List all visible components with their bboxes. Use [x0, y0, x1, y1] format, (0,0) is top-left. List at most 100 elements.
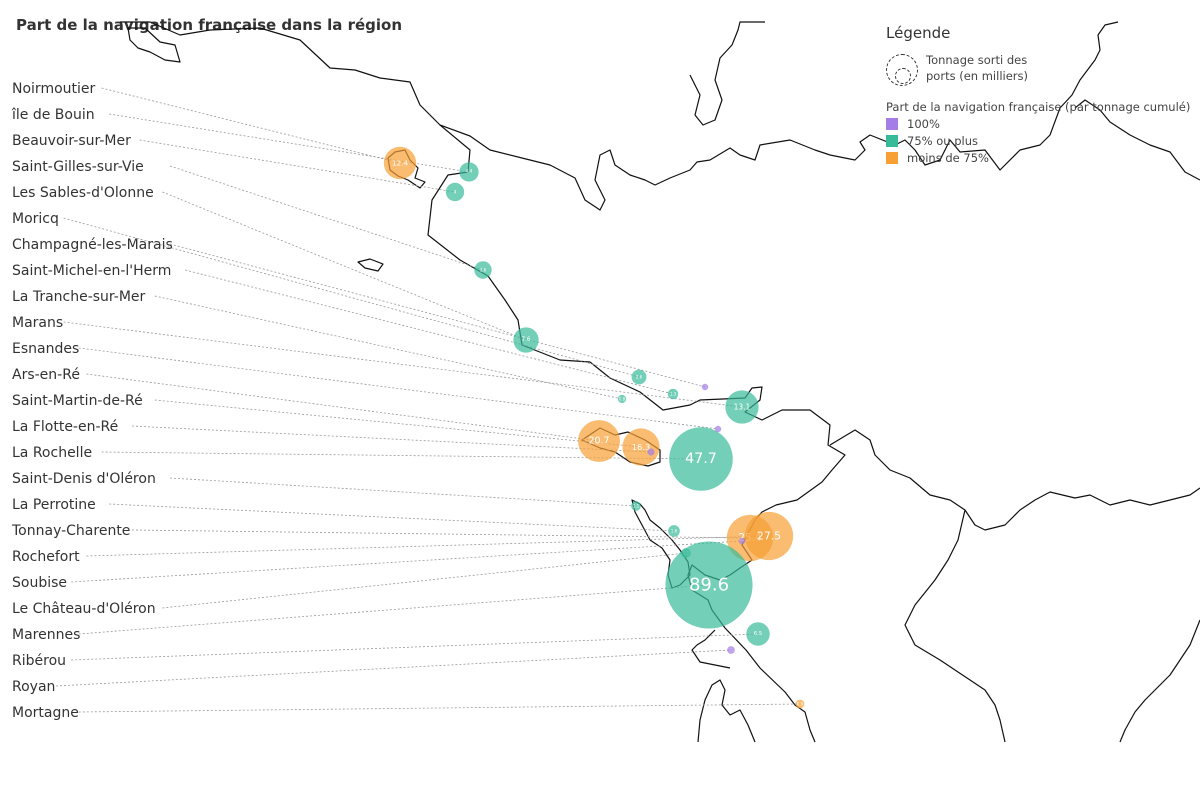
bubble-value-marennes: 89.6	[689, 575, 729, 596]
legend-size-circle-small	[895, 68, 911, 84]
port-bubble-la-tranche-sur-mer[interactable]	[617, 394, 627, 404]
legend-size-circle-large	[886, 54, 918, 86]
leader-line-mortagne	[78, 703, 801, 713]
leader-line-royan	[55, 649, 732, 687]
bubble-value-saint-gilles-sur-vie: 3.6	[480, 268, 487, 273]
port-bubble-marennes[interactable]	[665, 541, 753, 629]
port-bubble-la-perrotine[interactable]	[668, 525, 680, 537]
page-title: Part de la navigation française dans la …	[16, 16, 403, 34]
bubble-value-les-sables-d-olonne: 7.6	[521, 337, 530, 343]
port-labels-layer: Noirmoutier île de Bouin Beauvoir-sur-Mer S…	[11, 81, 173, 721]
port-bubble-noirmoutier[interactable]	[383, 146, 417, 180]
leader-line-noirmoutier	[101, 87, 401, 164]
leader-line-riberou	[71, 633, 759, 661]
port-bubble-la-flotte-en-re[interactable]	[647, 448, 655, 456]
port-bubbles-layer: 12.4 4.4 4 3.6 7.6 2.6 1.3 0.8 13.1 20.7 16.3 47.7 1…	[383, 146, 805, 709]
inland-border	[439, 21, 1119, 211]
leader-line-ars-en-re	[86, 373, 600, 442]
mainland-coast	[120, 21, 846, 743]
bubble-value-saint-denis-d-oleron: 1.1	[633, 504, 640, 509]
legend: Légende Tonnage sorti des ports (en mill…	[886, 24, 1190, 165]
bubble-value-saint-martin-de-re: 16.3	[632, 442, 651, 452]
port-bubble-saint-michel-en-l-herm[interactable]	[667, 388, 679, 400]
leader-line-le-chateau-d-oleron	[162, 552, 687, 609]
leader-line-les-sables-d-olonne	[162, 191, 527, 341]
southeast-border	[904, 509, 1006, 743]
legend-size-label: Tonnage sorti des ports (en milliers)	[926, 53, 1028, 83]
port-bubble-soubise[interactable]	[738, 537, 746, 545]
port-label-la-flotte-en-re: La Flotte-en-Ré	[12, 419, 118, 435]
leader-line-champagne-les-marais	[169, 243, 706, 388]
leader-line-moricq	[63, 217, 640, 378]
port-label-saint-denis-d-oleron: Saint-Denis d'Oléron	[12, 471, 156, 487]
bubble-value-noirmoutier: 12.4	[392, 159, 409, 168]
leader-line-esnandes	[78, 347, 719, 430]
port-label-les-sables-d-olonne: Les Sables-d'Olonne	[12, 185, 154, 201]
gironde-north	[691, 629, 731, 669]
port-label-tonnay-charente: Tonnay-Charente	[11, 523, 130, 539]
bubble-value-moricq: 2.6	[636, 375, 643, 380]
east-rim	[1119, 619, 1200, 743]
port-bubble-mortagne[interactable]	[795, 699, 805, 709]
ile-yeu	[357, 258, 384, 272]
leader-line-marennes	[78, 584, 710, 635]
legend-item-label: moins de 75%	[907, 151, 989, 165]
bubble-value-la-rochelle: 47.7	[685, 451, 717, 467]
legend-item-75-plus: 75% ou plus	[886, 134, 1190, 148]
port-bubble-ile-de-bouin[interactable]	[459, 162, 479, 182]
port-bubble-saint-denis-d-oleron[interactable]	[631, 501, 641, 511]
port-label-noirmoutier: Noirmoutier	[12, 81, 96, 97]
bubble-value-mortagne: 0.9	[797, 702, 804, 707]
port-label-le-chateau-d-oleron: Le Château-d'Oléron	[12, 601, 156, 617]
leader-line-beauvoir-sur-mer	[139, 139, 456, 193]
port-bubble-riberou[interactable]	[746, 622, 770, 646]
legend-item-less-75: moins de 75%	[886, 151, 1190, 165]
port-bubble-champagne-les-marais[interactable]	[701, 383, 709, 391]
port-bubble-la-rochelle[interactable]	[669, 427, 733, 491]
legend-swatch-75-plus	[886, 135, 898, 147]
leader-line-la-perrotine	[109, 503, 675, 532]
bubble-value-la-perrotine: 1.6	[671, 529, 678, 534]
port-label-soubise: Soubise	[12, 575, 67, 591]
nw-island	[127, 27, 181, 63]
port-bubble-ars-en-re[interactable]	[578, 420, 620, 462]
port-bubble-saint-martin-de-re[interactable]	[622, 428, 660, 466]
legend-share-label: Part de la navigation française (par ton…	[886, 100, 1191, 114]
river-line	[829, 429, 1200, 531]
port-bubble-marans[interactable]	[725, 390, 759, 424]
port-bubble-les-sables-d-olonne[interactable]	[513, 327, 539, 353]
port-bubble-beauvoir-sur-mer[interactable]	[445, 182, 465, 202]
port-label-rochefort: Rochefort	[12, 549, 80, 565]
gironde-south	[697, 679, 756, 743]
port-label-saint-martin-de-re: Saint-Martin-de-Ré	[12, 393, 143, 409]
legend-size-key: Tonnage sorti des ports (en milliers)	[886, 52, 1190, 88]
leader-line-la-flotte-en-re	[131, 425, 652, 453]
port-bubble-moricq[interactable]	[631, 369, 647, 385]
legend-title: Légende	[886, 24, 951, 42]
port-label-mortagne: Mortagne	[12, 705, 79, 721]
bubble-value-riberou: 6.5	[754, 631, 762, 637]
port-label-champagne-les-marais: Champagné-les-Marais	[12, 237, 173, 253]
leader-line-rochefort	[86, 535, 770, 557]
port-label-moricq: Moricq	[12, 211, 59, 227]
legend-swatch-less-75	[886, 152, 898, 164]
port-bubble-royan[interactable]	[727, 646, 735, 654]
bubble-value-rochefort: 27.5	[757, 530, 781, 543]
port-bubble-esnandes[interactable]	[714, 425, 722, 433]
port-label-royan: Royan	[12, 679, 55, 695]
port-label-esnandes: Esnandes	[12, 341, 79, 357]
port-label-la-perrotine: La Perrotine	[12, 497, 96, 513]
port-label-beauvoir-sur-mer: Beauvoir-sur-Mer	[12, 133, 131, 149]
east-border	[1074, 99, 1200, 181]
legend-item-label: 100%	[907, 117, 940, 131]
leader-line-saint-martin-de-re	[154, 399, 642, 448]
port-bubble-rochefort[interactable]	[744, 511, 794, 561]
legend-item-100: 100%	[886, 117, 1190, 131]
leader-line-tonnay-charente	[131, 529, 751, 539]
port-label-la-tranche-sur-mer: La Tranche-sur-Mer	[12, 289, 146, 305]
port-bubble-saint-gilles-sur-vie[interactable]	[474, 261, 492, 279]
bubble-value-saint-michel-en-l-herm: 1.3	[670, 392, 677, 397]
bubble-value-la-tranche-sur-mer: 0.8	[619, 397, 626, 402]
port-label-saint-gilles-sur-vie: Saint-Gilles-sur-Vie	[12, 159, 144, 175]
